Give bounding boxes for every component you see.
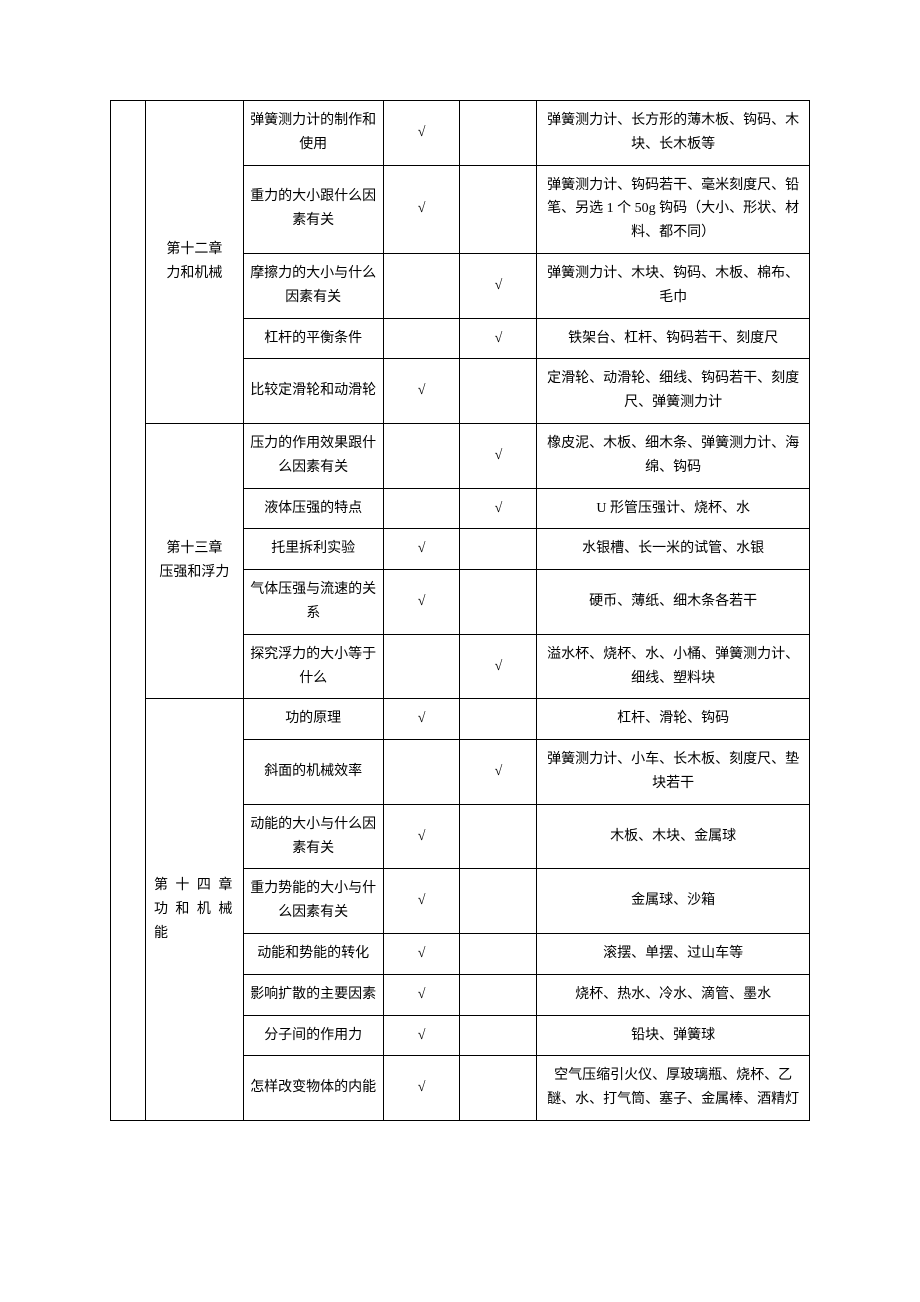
check-col-1 xyxy=(383,318,460,359)
check-col-2 xyxy=(460,1015,537,1056)
equipment-cell: 金属球、沙箱 xyxy=(537,869,810,934)
check-col-1 xyxy=(383,423,460,488)
experiment-cell: 摩擦力的大小与什么因素有关 xyxy=(243,253,383,318)
experiment-cell: 分子间的作用力 xyxy=(243,1015,383,1056)
experiment-cell: 重力的大小跟什么因素有关 xyxy=(243,165,383,253)
check-col-2 xyxy=(460,570,537,635)
check-col-2: √ xyxy=(460,740,537,805)
equipment-cell: 橡皮泥、木板、细木条、弹簧测力计、海绵、钩码 xyxy=(537,423,810,488)
experiments-table: 第十二章力和机械弹簧测力计的制作和使用√弹簧测力计、长方形的薄木板、钩码、木块、… xyxy=(110,100,810,1121)
check-col-2: √ xyxy=(460,423,537,488)
check-col-2 xyxy=(460,869,537,934)
check-col-1: √ xyxy=(383,869,460,934)
check-col-2: √ xyxy=(460,634,537,699)
check-col-2 xyxy=(460,933,537,974)
experiment-cell: 影响扩散的主要因素 xyxy=(243,974,383,1015)
equipment-cell: 铁架台、杠杆、钩码若干、刻度尺 xyxy=(537,318,810,359)
check-col-1: √ xyxy=(383,699,460,740)
check-col-1: √ xyxy=(383,933,460,974)
table-row: 第十二章力和机械弹簧测力计的制作和使用√弹簧测力计、长方形的薄木板、钩码、木块、… xyxy=(111,101,810,166)
experiment-cell: 斜面的机械效率 xyxy=(243,740,383,805)
check-col-1: √ xyxy=(383,974,460,1015)
chapter-cell: 第十二章力和机械 xyxy=(145,101,243,424)
check-col-1: √ xyxy=(383,1056,460,1121)
equipment-cell: U 形管压强计、烧杯、水 xyxy=(537,488,810,529)
equipment-cell: 空气压缩引火仪、厚玻璃瓶、烧杯、乙醚、水、打气筒、塞子、金属棒、酒精灯 xyxy=(537,1056,810,1121)
experiment-cell: 液体压强的特点 xyxy=(243,488,383,529)
experiment-cell: 杠杆的平衡条件 xyxy=(243,318,383,359)
chapter-cell: 第十三章压强和浮力 xyxy=(145,423,243,698)
check-col-1: √ xyxy=(383,529,460,570)
equipment-cell: 木板、木块、金属球 xyxy=(537,804,810,869)
experiment-cell: 比较定滑轮和动滑轮 xyxy=(243,359,383,424)
equipment-cell: 烧杯、热水、冷水、滴管、墨水 xyxy=(537,974,810,1015)
equipment-cell: 硬币、薄纸、细木条各若干 xyxy=(537,570,810,635)
experiment-cell: 功的原理 xyxy=(243,699,383,740)
experiment-cell: 托里拆利实验 xyxy=(243,529,383,570)
check-col-2 xyxy=(460,974,537,1015)
check-col-2 xyxy=(460,804,537,869)
experiment-cell: 弹簧测力计的制作和使用 xyxy=(243,101,383,166)
table-row: 第十三章压强和浮力压力的作用效果跟什么因素有关√橡皮泥、木板、细木条、弹簧测力计… xyxy=(111,423,810,488)
experiment-cell: 气体压强与流速的关系 xyxy=(243,570,383,635)
check-col-2 xyxy=(460,359,537,424)
document-page: 第十二章力和机械弹簧测力计的制作和使用√弹簧测力计、长方形的薄木板、钩码、木块、… xyxy=(0,0,920,1221)
check-col-2: √ xyxy=(460,488,537,529)
equipment-cell: 弹簧测力计、钩码若干、毫米刻度尺、铅笔、另选 1 个 50g 钩码（大小、形状、… xyxy=(537,165,810,253)
check-col-2 xyxy=(460,699,537,740)
group-cell xyxy=(111,101,146,1121)
experiment-cell: 探究浮力的大小等于什么 xyxy=(243,634,383,699)
check-col-1 xyxy=(383,488,460,529)
chapter-cell: 第 十 四 章功 和 机 械能 xyxy=(145,699,243,1121)
equipment-cell: 杠杆、滑轮、钩码 xyxy=(537,699,810,740)
equipment-cell: 定滑轮、动滑轮、细线、钩码若干、刻度尺、弹簧测力计 xyxy=(537,359,810,424)
check-col-1: √ xyxy=(383,359,460,424)
check-col-1: √ xyxy=(383,570,460,635)
experiment-cell: 压力的作用效果跟什么因素有关 xyxy=(243,423,383,488)
check-col-2 xyxy=(460,529,537,570)
equipment-cell: 水银槽、长一米的试管、水银 xyxy=(537,529,810,570)
check-col-2: √ xyxy=(460,253,537,318)
check-col-1 xyxy=(383,740,460,805)
check-col-1: √ xyxy=(383,165,460,253)
experiment-cell: 动能的大小与什么因素有关 xyxy=(243,804,383,869)
check-col-1: √ xyxy=(383,804,460,869)
table-row: 第 十 四 章功 和 机 械能功的原理√杠杆、滑轮、钩码 xyxy=(111,699,810,740)
experiment-cell: 重力势能的大小与什么因素有关 xyxy=(243,869,383,934)
equipment-cell: 铅块、弹簧球 xyxy=(537,1015,810,1056)
check-col-1 xyxy=(383,634,460,699)
equipment-cell: 溢水杯、烧杯、水、小桶、弹簧测力计、细线、塑料块 xyxy=(537,634,810,699)
experiment-cell: 动能和势能的转化 xyxy=(243,933,383,974)
equipment-cell: 弹簧测力计、长方形的薄木板、钩码、木块、长木板等 xyxy=(537,101,810,166)
experiment-cell: 怎样改变物体的内能 xyxy=(243,1056,383,1121)
check-col-1 xyxy=(383,253,460,318)
equipment-cell: 弹簧测力计、小车、长木板、刻度尺、垫块若干 xyxy=(537,740,810,805)
check-col-1: √ xyxy=(383,101,460,166)
check-col-2 xyxy=(460,165,537,253)
equipment-cell: 弹簧测力计、木块、钩码、木板、棉布、毛巾 xyxy=(537,253,810,318)
check-col-1: √ xyxy=(383,1015,460,1056)
check-col-2: √ xyxy=(460,318,537,359)
check-col-2 xyxy=(460,101,537,166)
equipment-cell: 滚摆、单摆、过山车等 xyxy=(537,933,810,974)
check-col-2 xyxy=(460,1056,537,1121)
